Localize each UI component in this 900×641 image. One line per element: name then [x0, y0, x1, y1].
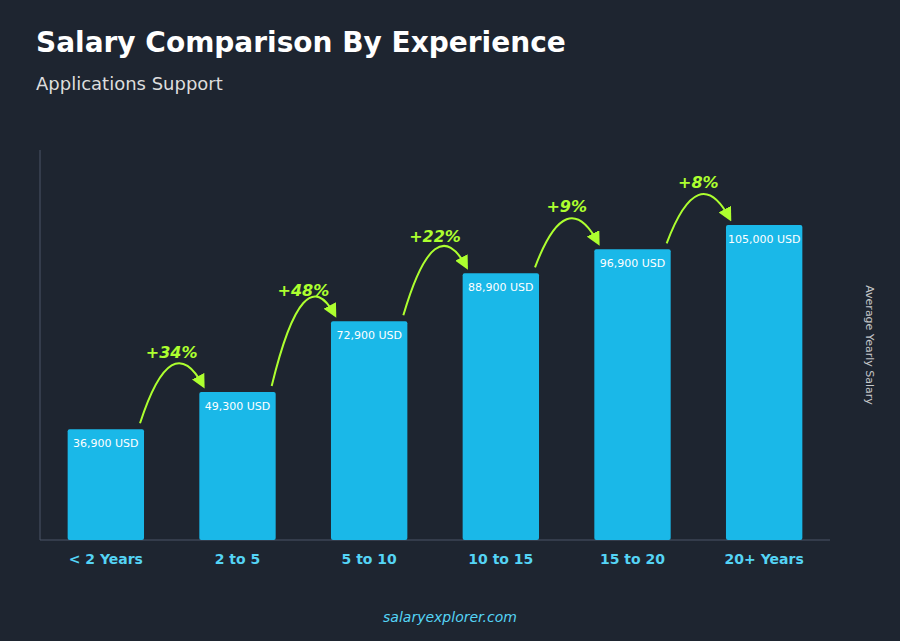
- change-arrow: [140, 363, 203, 423]
- x-tick-label: 10 to 15: [468, 551, 533, 567]
- bar: [594, 249, 670, 540]
- data-label: 36,900 USD: [73, 437, 139, 450]
- chart-container: Salary Comparison By Experience Applicati…: [0, 0, 900, 641]
- bars: [68, 225, 803, 540]
- x-tick-label: 5 to 10: [342, 551, 398, 567]
- x-tick-label: 20+ Years: [725, 551, 804, 567]
- data-label: 49,300 USD: [205, 400, 271, 413]
- change-arrow: [272, 296, 335, 386]
- x-tick-label: 15 to 20: [600, 551, 665, 567]
- change-arrow: [403, 246, 466, 315]
- footer: salaryexplorer.com: [383, 609, 517, 625]
- annotation: +9%: [546, 197, 587, 216]
- annotation: +22%: [409, 227, 461, 246]
- data-label: 88,900 USD: [468, 281, 534, 294]
- change-arrow: [667, 194, 730, 243]
- x-tick-label: < 2 Years: [69, 551, 143, 567]
- bar: [726, 225, 802, 540]
- y-axis-line: [40, 150, 41, 540]
- bar: [331, 321, 407, 540]
- change-arrow: [535, 218, 598, 267]
- annotation: +34%: [146, 343, 198, 362]
- data-label: 96,900 USD: [600, 257, 666, 270]
- data-label: 105,000 USD: [728, 233, 801, 246]
- annotation: +48%: [277, 281, 329, 300]
- bar: [463, 273, 539, 540]
- x-tick-label: 2 to 5: [215, 551, 261, 567]
- chart: Salary Comparison By Experience Applicati…: [0, 0, 900, 641]
- x-axis-line: [40, 540, 830, 541]
- bar: [68, 429, 144, 540]
- title: Salary Comparison By Experience: [36, 26, 566, 59]
- y-axis-label: Average Yearly Salary: [863, 285, 876, 405]
- annotation: +8%: [678, 173, 719, 192]
- bar: [199, 392, 275, 540]
- subtitle: Applications Support: [36, 73, 223, 94]
- data-label: 72,900 USD: [336, 329, 402, 342]
